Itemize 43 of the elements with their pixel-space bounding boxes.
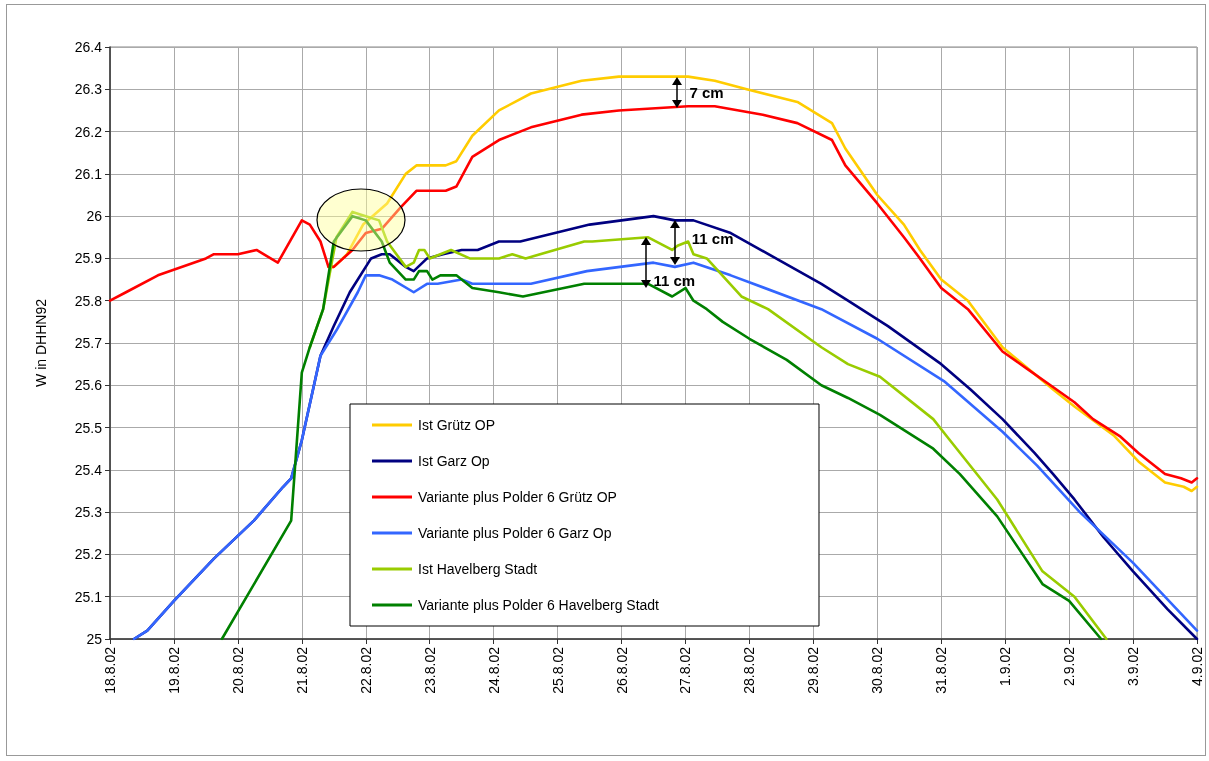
x-tick-label: 30.8.02: [869, 646, 886, 694]
legend-label: Variante plus Polder 6 Grütz OP: [418, 489, 617, 505]
y-tick-label: 26.1: [74, 165, 103, 182]
x-tick-label: 25.8.02: [549, 646, 566, 694]
y-tick-label: 26.3: [74, 81, 103, 98]
x-tick-label: 19.8.02: [165, 646, 182, 694]
x-tick-label: 27.8.02: [677, 646, 694, 694]
y-tick-label: 26: [86, 208, 103, 225]
y-axis-title: W in DHHN92: [33, 298, 49, 387]
y-tick-label: 25.5: [74, 419, 103, 436]
y-tick-label: 25.3: [74, 504, 103, 521]
legend-label: Variante plus Polder 6 Garz Op: [418, 525, 612, 541]
y-tick-label: 25.1: [74, 588, 103, 605]
x-tick-label: 29.8.02: [805, 646, 822, 694]
y-tick-label: 25.9: [74, 250, 103, 267]
y-tick-label: 25.8: [74, 292, 103, 309]
x-tick-label: 1.9.02: [997, 646, 1014, 686]
x-tick-label: 24.8.02: [485, 646, 502, 694]
x-tick-label: 20.8.02: [229, 646, 246, 694]
x-tick-label: 23.8.02: [421, 646, 438, 694]
annotation: 11 cm: [653, 271, 696, 289]
y-tick-label: 25.7: [74, 335, 103, 351]
annotation: 11 cm: [691, 229, 734, 247]
y-tick-label: 25.6: [74, 377, 103, 394]
y-tick-label: 25: [86, 631, 103, 647]
legend-label: Ist Havelberg Stadt: [418, 561, 538, 577]
x-tick-label: 31.8.02: [933, 646, 950, 694]
legend-label: Ist Garz Op: [418, 453, 490, 469]
x-tick-label: 4.9.02: [1189, 646, 1205, 686]
y-tick-label: 26.2: [74, 123, 103, 140]
x-tick-label: 18.8.02: [102, 646, 118, 694]
y-tick-label: 25.4: [74, 461, 103, 478]
x-tick-label: 3.9.02: [1125, 646, 1142, 686]
x-tick-label: 21.8.02: [293, 646, 310, 694]
y-tick-label: 25.2: [74, 546, 103, 563]
x-tick-label: 26.8.02: [613, 646, 630, 694]
x-tick-label: 28.8.02: [741, 646, 758, 694]
annotation: 7 cm: [689, 83, 724, 101]
y-tick-label: 26.4: [74, 39, 103, 55]
legend-label: Variante plus Polder 6 Havelberg Stadt: [418, 597, 660, 613]
legend-label: Ist Grütz OP: [418, 417, 496, 433]
x-tick-label: 22.8.02: [357, 646, 374, 694]
x-tick-label: 2.9.02: [1061, 646, 1078, 686]
